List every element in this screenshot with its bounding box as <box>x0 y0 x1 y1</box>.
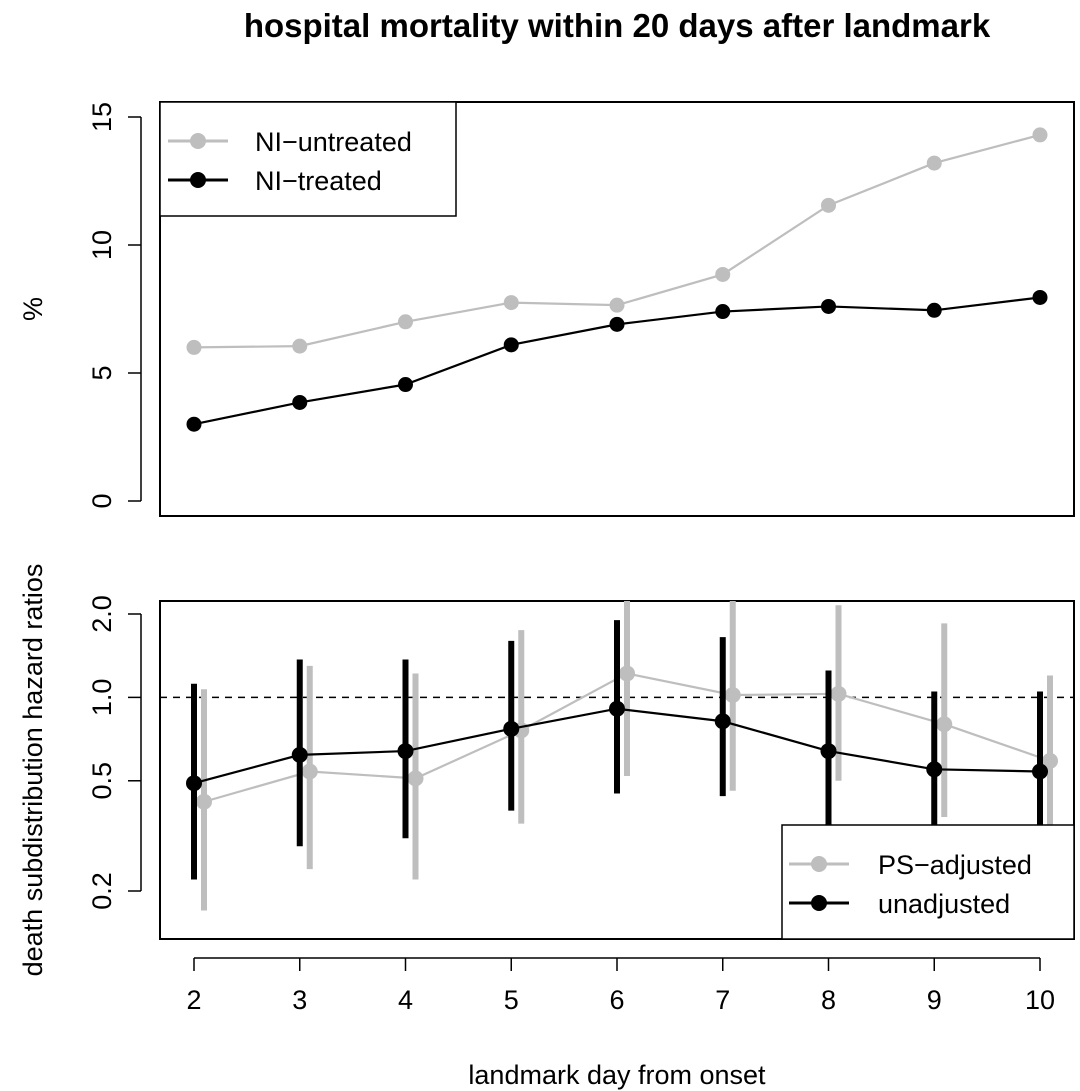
bottom-y-axis: 0.2 0.5 1.0 2.0 <box>87 595 142 910</box>
bottom-point-1-4 <box>609 700 625 717</box>
bottom-point-1-0 <box>186 775 202 792</box>
top-point-0-3 <box>503 295 519 311</box>
x-tick-label: 6 <box>609 985 624 1015</box>
top-y-tick-label: 0 <box>87 493 117 508</box>
top-point-1-0 <box>186 416 202 432</box>
top-point-1-3 <box>503 337 519 353</box>
top-point-1-1 <box>292 394 308 410</box>
bottom-legend-label-1: unadjusted <box>878 889 1010 919</box>
top-point-1-7 <box>926 302 942 318</box>
bottom-y-axis-label: death subdistribution hazard ratios <box>18 564 48 977</box>
x-tick-label: 10 <box>1025 985 1055 1015</box>
bottom-legend-label-0: PS−adjusted <box>878 850 1032 880</box>
bottom-point-1-1 <box>291 746 308 763</box>
top-point-0-5 <box>715 266 731 282</box>
bottom-point-1-7 <box>926 761 943 778</box>
top-point-1-2 <box>398 377 413 393</box>
x-tick-label: 5 <box>504 985 519 1015</box>
top-y-tick-label: 15 <box>87 102 117 132</box>
x-axis-label: landmark day from onset <box>468 1060 766 1090</box>
bottom-point-1-5 <box>714 713 731 730</box>
x-tick-label: 4 <box>398 985 413 1015</box>
top-legend-box <box>159 101 457 217</box>
bottom-series-group <box>186 601 1058 911</box>
bottom-point-0-8 <box>1042 752 1058 769</box>
bottom-legend-marker-0 <box>811 856 827 872</box>
bottom-panel: death subdistribution hazard ratios 0.20… <box>18 564 1075 977</box>
bottom-point-0-0 <box>196 793 212 810</box>
bottom-point-0-5 <box>724 687 741 704</box>
top-plot-frame <box>159 101 1075 517</box>
top-point-0-4 <box>609 297 625 313</box>
x-tick-label: 9 <box>927 985 942 1015</box>
top-point-0-0 <box>186 339 202 355</box>
bottom-point-1-2 <box>397 743 414 760</box>
top-series-line-1 <box>193 296 1041 426</box>
bottom-point-0-1 <box>301 763 318 780</box>
x-tick-label: 3 <box>292 985 307 1015</box>
top-point-0-1 <box>292 338 308 354</box>
bottom-y-tick-label: 2.0 <box>87 595 117 633</box>
bottom-point-0-7 <box>936 716 953 733</box>
bottom-plot-frame <box>159 600 1075 940</box>
bottom-point-0-6 <box>830 685 847 702</box>
top-y-tick-label: 10 <box>87 230 117 260</box>
top-legend-marker-1 <box>190 172 206 188</box>
bottom-y-tick-label: 0.2 <box>87 872 117 910</box>
top-point-0-8 <box>1032 127 1048 143</box>
x-axis: 2 3 4 5 6 7 8 9 10 <box>186 957 1055 1015</box>
bottom-legend-box <box>781 824 1075 940</box>
bottom-point-0-4 <box>619 665 635 682</box>
top-point-0-6 <box>821 197 836 213</box>
top-y-axis-label: % <box>18 297 48 321</box>
top-point-0-2 <box>398 314 413 330</box>
top-legend-label-1: NI−treated <box>255 166 382 196</box>
x-tick-label: 7 <box>715 985 730 1015</box>
top-y-axis: 0 5 10 15 <box>87 102 142 509</box>
top-point-1-6 <box>821 298 836 314</box>
top-y-tick-label: 5 <box>87 365 117 380</box>
top-point-1-4 <box>609 316 625 332</box>
bottom-point-1-8 <box>1032 763 1048 780</box>
top-legend: NI−untreated NI−treated <box>159 101 457 217</box>
bottom-legend-marker-1 <box>811 895 827 911</box>
top-point-0-7 <box>926 155 942 171</box>
top-point-1-8 <box>1032 289 1048 305</box>
bottom-point-1-6 <box>820 743 837 760</box>
bottom-point-1-3 <box>503 720 520 737</box>
bottom-y-tick-label: 0.5 <box>87 762 117 800</box>
top-panel: % 0 5 10 15 NI−untreated NI−treated <box>18 101 1075 517</box>
top-legend-label-0: NI−untreated <box>255 127 412 157</box>
x-tick-label: 2 <box>186 985 201 1015</box>
bottom-point-0-2 <box>407 770 424 787</box>
top-series-group <box>186 127 1048 432</box>
bottom-y-tick-label: 1.0 <box>87 679 117 717</box>
bottom-legend: PS−adjusted unadjusted <box>781 824 1075 940</box>
chart-title: hospital mortality within 20 days after … <box>244 7 991 44</box>
top-legend-marker-0 <box>190 133 206 149</box>
x-tick-label: 8 <box>821 985 836 1015</box>
top-point-1-5 <box>715 304 731 320</box>
